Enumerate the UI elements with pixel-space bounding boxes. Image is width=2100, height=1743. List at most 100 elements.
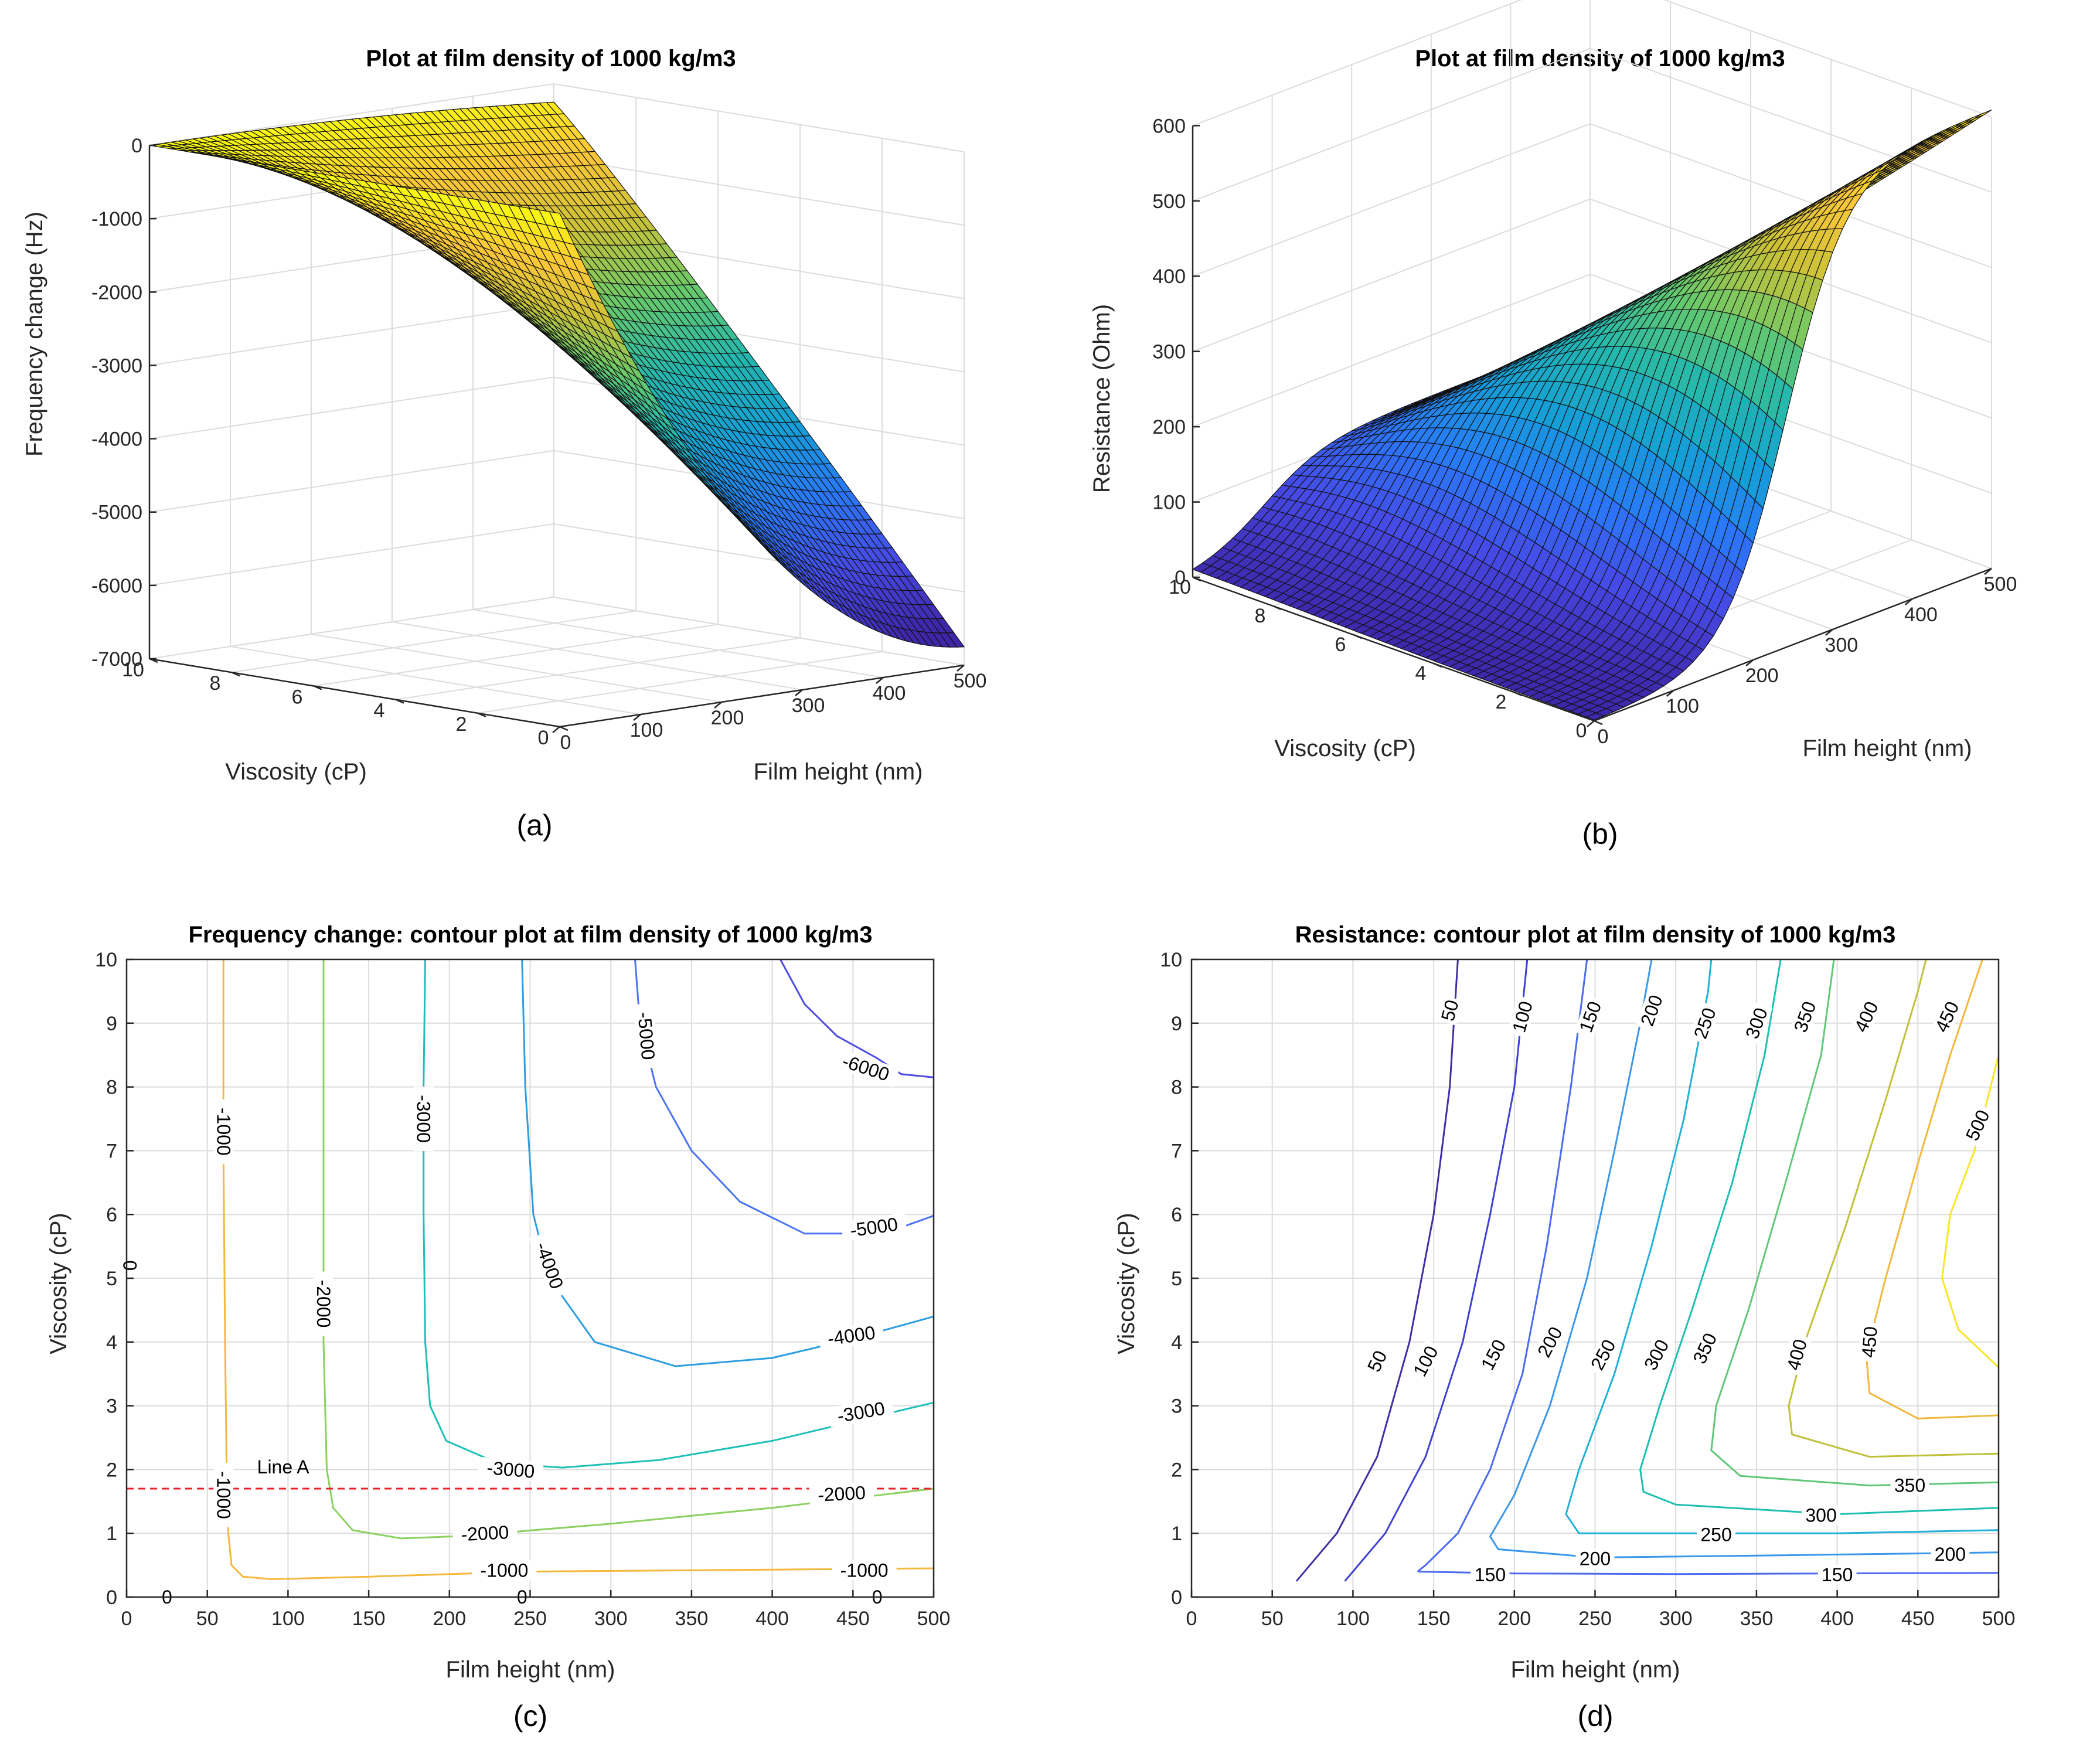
x-tick-label: 300 — [792, 695, 825, 717]
panel-c-title: Frequency change: contour plot at film d… — [189, 922, 873, 948]
panel-a-xlabel: Film height (nm) — [754, 759, 923, 785]
contour-label: -2000 — [452, 1521, 518, 1545]
x-floor-grid-line — [392, 621, 803, 690]
contour-label: 150 — [1475, 1333, 1512, 1377]
contour-label: -1000 — [213, 1462, 234, 1527]
contour-label: 450 — [1857, 1322, 1881, 1363]
contour-label: 200 — [1575, 1548, 1615, 1570]
z-grid-line — [553, 83, 965, 152]
contour-label: 500 — [1960, 1103, 1995, 1147]
y-tick-label: 1 — [106, 1523, 117, 1545]
x-tick-label: 200 — [711, 707, 744, 729]
contour-label: 400 — [1782, 1333, 1812, 1376]
z-grid-line — [149, 376, 554, 440]
z-tick-label: 500 — [1152, 190, 1186, 213]
y-tick-label: 0 — [1576, 720, 1587, 742]
x-tick-label: 500 — [917, 1608, 951, 1630]
x-floor-grid-line — [230, 646, 641, 715]
y-tick-mark — [1594, 720, 1603, 726]
panel-c-xlabel: Film height (nm) — [446, 1657, 615, 1683]
contour-line — [1417, 959, 1588, 1572]
z-grid-line — [1590, 47, 1992, 193]
y-tick-label: 0 — [538, 727, 549, 749]
contour-label: 350 — [1687, 1326, 1723, 1370]
contour-label: -3000 — [478, 1456, 544, 1483]
x-tick-label: 450 — [1901, 1608, 1935, 1630]
contour-label-text: -4000 — [532, 1240, 568, 1292]
y-tick-label: 6 — [106, 1204, 117, 1226]
y-tick-label: 1 — [1171, 1523, 1182, 1545]
y-tick-label: 7 — [106, 1140, 117, 1162]
x-tick-label: 300 — [594, 1608, 628, 1630]
z-tick-label: -2000 — [91, 281, 142, 304]
x-tick-label: 100 — [1336, 1608, 1370, 1630]
contour-label: -4000 — [529, 1231, 570, 1299]
z-grid-line — [1192, 198, 1591, 352]
contour-label: -6000 — [832, 1048, 900, 1088]
x-tick-label: 200 — [433, 1608, 466, 1630]
z-tick-label: 0 — [131, 135, 142, 157]
panel-d-xlabel: Film height (nm) — [1511, 1657, 1680, 1683]
contour-line — [1639, 959, 1999, 1516]
panel-b-title: Plot at film density of 1000 kg/m3 — [1415, 46, 1785, 72]
contour-label-text: 250 — [1700, 1524, 1731, 1545]
x-tick-label: 400 — [873, 682, 906, 704]
panel-a-caption: (a) — [516, 809, 552, 842]
z-grid-line — [553, 156, 965, 226]
contour-label: 300 — [1638, 1333, 1674, 1377]
contour-label: -2000 — [313, 1271, 334, 1336]
y-tick-label: 4 — [1171, 1332, 1182, 1354]
z-tick-label: 100 — [1152, 492, 1186, 514]
y-tick-label: 5 — [1171, 1268, 1182, 1290]
y-tick-label: 8 — [1255, 605, 1266, 627]
line-a-label: Line A — [257, 1456, 310, 1478]
x-tick-label: 50 — [1261, 1608, 1284, 1630]
x-tick-label: 100 — [271, 1608, 305, 1630]
y-tick-label: 2 — [1171, 1459, 1182, 1481]
x-floor-grid-line — [311, 634, 722, 703]
y-tick-label: 8 — [1171, 1077, 1182, 1099]
panel-a-zlabel: Frequency change (Hz) — [22, 212, 47, 457]
panel-d-caption: (d) — [1577, 1700, 1613, 1732]
y-tick-label: 2 — [106, 1459, 117, 1481]
y-floor-grid-line — [231, 610, 637, 673]
panel-d-ylabel: Viscosity (cP) — [1114, 1213, 1139, 1354]
y-tick-label: 0 — [1171, 1587, 1182, 1609]
contour-label-text: -1000 — [840, 1560, 889, 1581]
contour-label-text: -4000 — [826, 1322, 877, 1349]
z-tick-label: -6000 — [91, 575, 142, 597]
contour-label: 450 — [1929, 995, 1965, 1039]
contour-label-text: -1000 — [213, 1471, 234, 1519]
contour-label: 150 — [1574, 995, 1607, 1039]
x-tick-label: 200 — [1745, 665, 1779, 687]
contour-label-text: 150 — [1822, 1564, 1853, 1585]
contour-line — [1565, 959, 1999, 1534]
x-tick-label: 400 — [1904, 604, 1938, 626]
x-tick-label: 150 — [1417, 1608, 1451, 1630]
contour-label: 100 — [1407, 1339, 1444, 1383]
contour-label-text: 300 — [1805, 1505, 1836, 1526]
panel-b-xlabel: Film height (nm) — [1803, 736, 1972, 761]
contour-label: 50 — [1437, 995, 1463, 1026]
contour-line — [1344, 959, 1529, 1582]
panel-d-ticks: 0 50 100 150 200 250 300 350 400 450 5000123456789… — [1160, 949, 2015, 1630]
x-floor-grid-line — [553, 597, 965, 666]
x-tick-label: 0 — [121, 1608, 132, 1630]
contour-label: 300 — [1802, 1505, 1841, 1526]
x-tick-label: 350 — [1740, 1608, 1774, 1630]
y-tick-label: 0 — [106, 1587, 117, 1609]
panel-d-contour-resistance: Resistance: contour plot at film density… — [1114, 922, 2015, 1732]
z-tick-label: -5000 — [91, 502, 142, 524]
x-floor-grid-line — [472, 609, 884, 678]
y-tick-label: 10 — [1160, 949, 1182, 971]
contour-label-text: 100 — [1508, 999, 1537, 1034]
panel-a-title: Plot at film density of 1000 kg/m3 — [366, 46, 736, 72]
z-tick-label: 200 — [1152, 416, 1186, 438]
contour-label-text: -2000 — [461, 1521, 510, 1545]
y-tick-label: 10 — [95, 949, 117, 971]
panel-c-contour-labels: -1000-1000-1000 -1000-2000-2000-2000-3000… — [120, 1003, 907, 1608]
contour-label-text: 0 — [120, 1260, 141, 1271]
panel-c-contour-frequency: Frequency change: contour plot at film d… — [46, 922, 950, 1732]
